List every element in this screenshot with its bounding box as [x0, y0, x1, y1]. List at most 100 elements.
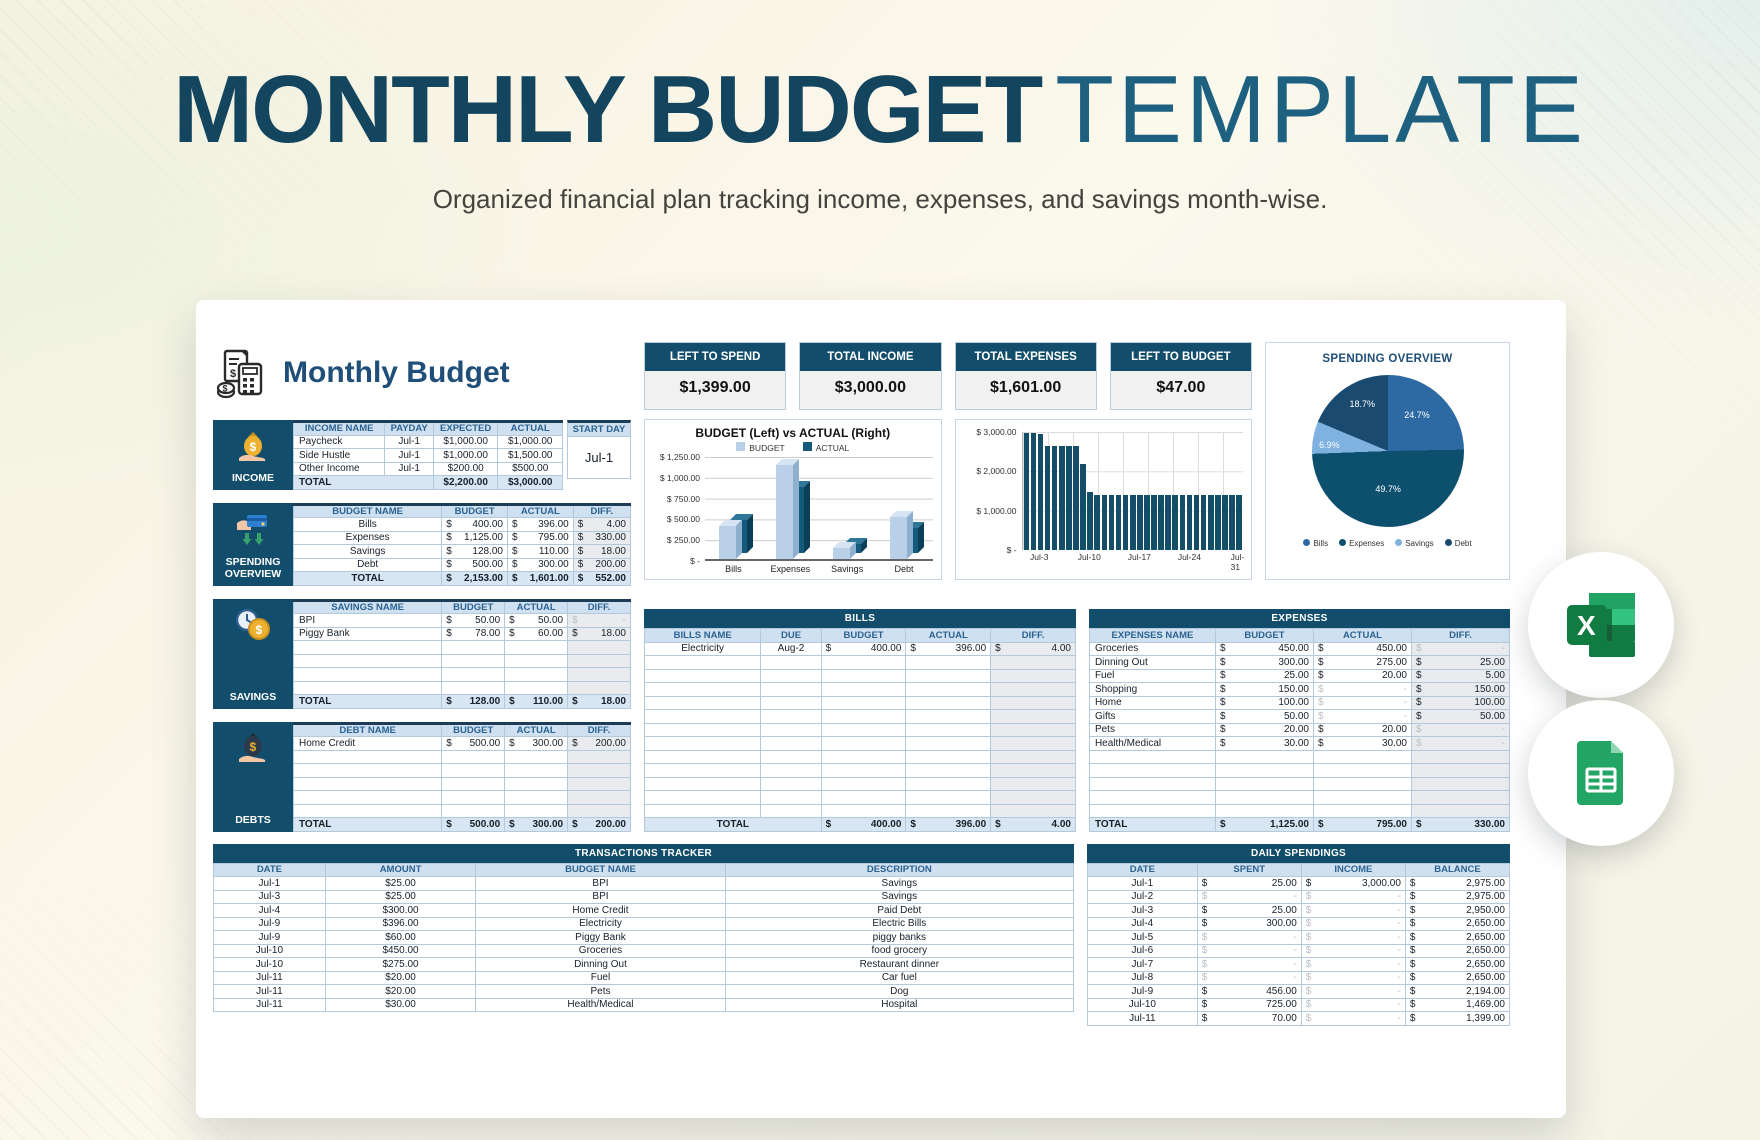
- y-tick: $ -: [690, 556, 700, 566]
- cell: $128.00: [441, 544, 508, 559]
- legend-swatch: [802, 442, 812, 451]
- column-header: BUDGET: [441, 722, 506, 737]
- cell: $60.00: [504, 626, 569, 641]
- column-header: INCOME: [1300, 862, 1406, 877]
- cell: $20.00: [324, 984, 477, 999]
- cell: [567, 640, 631, 655]
- pie-percent-label: 24.7%: [1404, 409, 1430, 420]
- cell: [567, 667, 631, 682]
- table-row: Savings $128.00 $110.00 $18.00: [292, 544, 632, 559]
- table-row-empty: [1088, 776, 1511, 791]
- table-row: Jul-6 $ - $ - $2,650.00: [1086, 943, 1511, 958]
- spending-label: SPENDING OVERVIEW: [224, 556, 282, 581]
- daily-bar: [1129, 494, 1136, 550]
- cell: $150.00: [1214, 682, 1314, 697]
- cell: $ -: [1300, 1011, 1406, 1026]
- cell: $3,000.00: [497, 475, 563, 490]
- cell: $300.00: [324, 903, 477, 918]
- spending-overview-pie-panel: SPENDING OVERVIEW 24.7% 49.7% 6.9% 18.7% Bi…: [1265, 342, 1510, 580]
- cell: [441, 803, 506, 818]
- google-sheets-format-badge[interactable]: [1528, 700, 1674, 846]
- start-day-value: Jul-1: [567, 437, 631, 479]
- cell: $25.00: [1196, 876, 1302, 891]
- table-row-empty: [643, 655, 1076, 670]
- cell: Jul-1: [384, 461, 434, 476]
- cell: [1410, 803, 1511, 818]
- cell: Home: [1088, 695, 1216, 710]
- cell: $30.00: [1312, 736, 1412, 751]
- cell: Jul-6: [1086, 943, 1198, 958]
- cell: [820, 722, 907, 737]
- cell: $110.00: [506, 544, 574, 559]
- cell: $500.00: [441, 817, 506, 832]
- table-header-row: BUDGET NAME BUDGET ACTUAL DIFF.: [292, 503, 632, 518]
- column-header: BILLS NAME: [643, 628, 762, 643]
- column-header: BUDGET NAME: [292, 503, 443, 518]
- cell: [990, 668, 1076, 683]
- table-row: Jul-1 $25.00 BPI Savings: [213, 876, 1074, 891]
- cell: [1312, 763, 1412, 778]
- y-tick: $ 1,000.00: [659, 472, 700, 483]
- table-row: Dinning Out $300.00 $275.00 $25.00: [1088, 655, 1511, 670]
- cell: Hospital: [724, 997, 1074, 1012]
- cell: Jul-11: [213, 984, 326, 999]
- cell: $ -: [1410, 641, 1511, 656]
- card-value: $47.00: [1156, 379, 1206, 396]
- cell: [760, 736, 822, 751]
- cell: $200.00: [432, 461, 499, 476]
- column-header: SPENT: [1196, 862, 1302, 877]
- cell: TOTAL: [292, 694, 443, 709]
- table-row-empty: [643, 722, 1076, 737]
- legend-dot: [1395, 539, 1403, 546]
- cell: [643, 776, 762, 791]
- cell: Jul-5: [1086, 930, 1198, 945]
- table-row-empty: [1088, 790, 1511, 805]
- bills-table: BILLS NAME DUE BUDGET ACTUAL DIFF. Electricit…: [643, 628, 1076, 832]
- cell: $ -: [1300, 903, 1406, 918]
- cell: $ -: [1300, 984, 1406, 999]
- cell: Electricity: [643, 641, 762, 656]
- cell: $4.00: [990, 817, 1076, 832]
- page-title-primary: MONTHLY BUDGET: [173, 56, 1043, 163]
- cell: [643, 682, 762, 697]
- cell: Jul-8: [1086, 970, 1198, 985]
- cell: Electricity: [475, 916, 726, 931]
- cell: [905, 655, 992, 670]
- cell: Restaurant dinner: [724, 957, 1074, 972]
- cell: $300.00: [504, 817, 569, 832]
- cell: Jul-1: [1086, 876, 1198, 891]
- cell: $200.00: [572, 557, 632, 572]
- cell: $70.00: [1196, 1011, 1302, 1026]
- income-table: INCOME NAME PAYDAY EXPECTED ACTUAL Paycheck J…: [292, 420, 563, 490]
- excel-format-badge[interactable]: X: [1528, 552, 1674, 698]
- cell: $78.00: [441, 626, 506, 641]
- cell: $396.00: [324, 916, 477, 931]
- table-row: Jul-9 $60.00 Piggy Bank piggy banks: [213, 930, 1074, 945]
- page-title: MONTHLY BUDGET TEMPLATE: [0, 62, 1760, 158]
- cell: $3,000.00: [1300, 876, 1406, 891]
- cell: Jul-11: [213, 997, 326, 1012]
- cell: [1088, 763, 1216, 778]
- cell: [504, 763, 569, 778]
- spending-overview-table: BUDGET NAME BUDGET ACTUAL DIFF. Bills $400.00…: [292, 502, 632, 586]
- cell: Jul-10: [213, 957, 326, 972]
- table-header-row: EXPENSES NAME BUDGET ACTUAL DIFF.: [1088, 628, 1511, 643]
- table-row: Jul-9 $456.00 $ - $2,194.00: [1086, 984, 1511, 999]
- table-header-row: DEBT NAME BUDGET ACTUAL DIFF.: [292, 722, 631, 737]
- cell: [990, 763, 1076, 778]
- cell: [441, 776, 506, 791]
- cell: [567, 763, 631, 778]
- cell: [643, 790, 762, 805]
- cell: [643, 803, 762, 818]
- column-header: BALANCE: [1404, 862, 1511, 877]
- budget-vs-actual-chart-panel: BUDGET (Left) vs ACTUAL (Right) BUDGET AC…: [644, 419, 942, 580]
- cell: Dinning Out: [1088, 655, 1216, 670]
- cell: Groceries: [475, 943, 726, 958]
- cell: [1088, 749, 1216, 764]
- budget-bar: [890, 517, 908, 559]
- cell: $4.00: [990, 641, 1076, 656]
- cell: $25.00: [1214, 668, 1314, 683]
- cell: Electric Bills: [724, 916, 1074, 931]
- card-label: TOTAL EXPENSES: [955, 343, 1096, 371]
- table-row: Jul-10 $725.00 $ - $1,469.00: [1086, 997, 1511, 1012]
